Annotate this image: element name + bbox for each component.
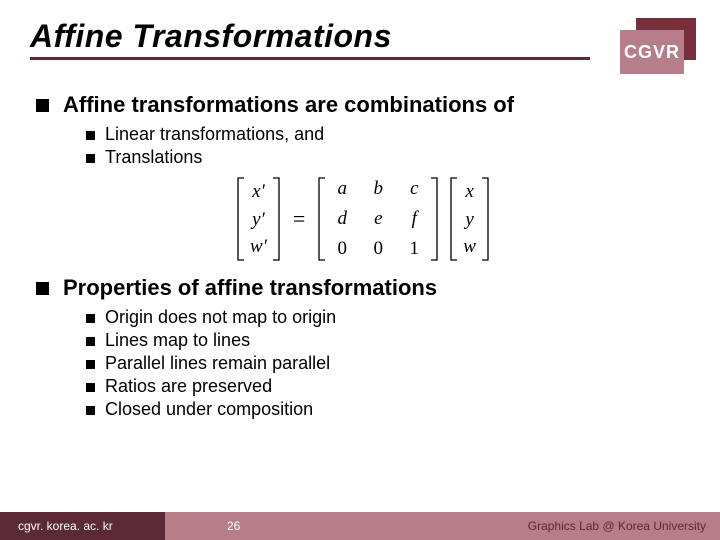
slide: Affine Transformations CGVR Affine trans… (0, 0, 720, 540)
matrix-cell: y (463, 206, 476, 234)
slide-title: Affine Transformations (30, 18, 690, 55)
square-bullet-icon (86, 337, 95, 346)
list-item: Lines map to lines (86, 330, 690, 351)
section-1-heading: Affine transformations are combinations … (36, 92, 690, 118)
matrix-cell: 0 (333, 238, 351, 260)
list-item-text: Linear transformations, and (105, 124, 324, 145)
right-bracket-icon (429, 176, 439, 262)
equals-sign: = (291, 206, 307, 232)
list-item: Linear transformations, and (86, 124, 690, 145)
list-item: Translations (86, 147, 690, 168)
square-bullet-icon (86, 131, 95, 140)
rhs-vector: x y w (449, 176, 490, 263)
section-2-text: Properties of affine transformations (63, 275, 437, 301)
matrix-cell: 0 (369, 238, 387, 260)
equation-body: x′ y′ w′ = a b (236, 176, 490, 263)
list-item-text: Lines map to lines (105, 330, 250, 351)
list-item: Ratios are preserved (86, 376, 690, 397)
square-bullet-icon (86, 154, 95, 163)
rhs-col: x y w (459, 176, 480, 263)
right-bracket-icon (271, 176, 281, 263)
matrix-row: d e f (333, 208, 423, 230)
matrix-cell: a (333, 178, 351, 200)
left-bracket-icon (317, 176, 327, 262)
square-bullet-icon (36, 282, 49, 295)
content-area: Affine transformations are combinations … (30, 66, 690, 420)
title-row: Affine Transformations CGVR (30, 18, 690, 60)
list-item: Closed under composition (86, 399, 690, 420)
list-item: Origin does not map to origin (86, 307, 690, 328)
matrix-row: 0 0 1 (333, 238, 423, 260)
lhs-col: x′ y′ w′ (246, 176, 271, 263)
matrix-cell: 1 (405, 238, 423, 260)
matrix-cell: b (369, 178, 387, 200)
left-bracket-icon (236, 176, 246, 263)
matrix-cell: x (463, 178, 476, 206)
square-bullet-icon (86, 314, 95, 323)
section-2: Properties of affine transformations Ori… (36, 275, 690, 420)
list-item-text: Origin does not map to origin (105, 307, 336, 328)
title-underline (30, 57, 590, 60)
square-bullet-icon (86, 406, 95, 415)
matrix-cell: x′ (250, 178, 267, 206)
list-item-text: Translations (105, 147, 202, 168)
square-bullet-icon (86, 360, 95, 369)
matrix-cell: f (405, 208, 423, 230)
logo-badge: CGVR (620, 30, 684, 74)
section-2-list: Origin does not map to origin Lines map … (36, 301, 690, 420)
coeff-matrix: a b c d e f 0 0 1 (317, 176, 439, 262)
logo-box: CGVR (620, 18, 696, 76)
matrix-cell: w (463, 233, 476, 261)
square-bullet-icon (36, 99, 49, 112)
list-item: Parallel lines remain parallel (86, 353, 690, 374)
footer-bar: cgvr. korea. ac. kr 26 Graphics Lab @ Ko… (0, 512, 720, 540)
matrix-cell: y′ (250, 206, 267, 234)
list-item-text: Parallel lines remain parallel (105, 353, 330, 374)
section-1-text: Affine transformations are combinations … (63, 92, 514, 118)
footer-credit: Graphics Lab @ Korea University (528, 519, 706, 533)
matrix-row: a b c (333, 178, 423, 200)
list-item-text: Closed under composition (105, 399, 313, 420)
matrix-equation: x′ y′ w′ = a b (36, 176, 690, 263)
list-item-text: Ratios are preserved (105, 376, 272, 397)
page-number: 26 (227, 519, 240, 533)
section-2-heading: Properties of affine transformations (36, 275, 690, 301)
footer-url: cgvr. korea. ac. kr (0, 512, 165, 540)
right-bracket-icon (480, 176, 490, 263)
matrix-body: a b c d e f 0 0 1 (327, 176, 429, 262)
left-bracket-icon (449, 176, 459, 263)
lhs-vector: x′ y′ w′ (236, 176, 281, 263)
square-bullet-icon (86, 383, 95, 392)
matrix-cell: d (333, 208, 351, 230)
matrix-cell: w′ (250, 233, 267, 261)
matrix-cell: c (405, 178, 423, 200)
footer-mid: 26 Graphics Lab @ Korea University (165, 512, 720, 540)
matrix-cell: e (369, 208, 387, 230)
section-1-list: Linear transformations, and Translations (36, 118, 690, 168)
